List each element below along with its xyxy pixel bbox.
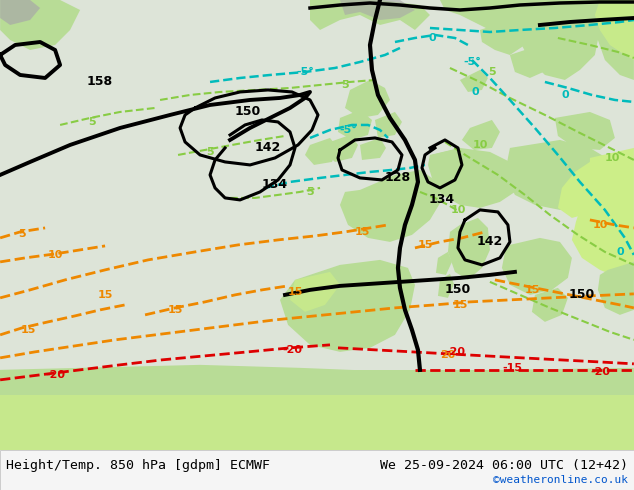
Text: Height/Temp. 850 hPa [gdpm] ECMWF: Height/Temp. 850 hPa [gdpm] ECMWF — [6, 460, 270, 472]
Polygon shape — [375, 112, 402, 138]
Polygon shape — [598, 262, 634, 315]
Text: 10: 10 — [450, 205, 465, 215]
Text: 10: 10 — [592, 220, 607, 230]
Polygon shape — [338, 110, 372, 140]
Polygon shape — [280, 260, 415, 352]
Text: 150: 150 — [235, 105, 261, 119]
Polygon shape — [0, 0, 80, 50]
Text: -20: -20 — [45, 370, 65, 380]
Polygon shape — [540, 0, 634, 25]
Text: 15: 15 — [417, 240, 432, 250]
Text: 5: 5 — [488, 67, 496, 77]
Polygon shape — [438, 274, 454, 298]
Text: 150: 150 — [569, 289, 595, 301]
Polygon shape — [460, 70, 488, 92]
Text: 5: 5 — [306, 187, 314, 197]
Text: We 25-09-2024 06:00 UTC (12+42): We 25-09-2024 06:00 UTC (12+42) — [380, 460, 628, 472]
Polygon shape — [502, 238, 572, 295]
Polygon shape — [0, 370, 634, 450]
Text: 128: 128 — [385, 172, 411, 184]
Text: 10: 10 — [48, 250, 63, 260]
Text: 15: 15 — [98, 290, 113, 300]
Polygon shape — [480, 20, 530, 55]
Text: 15: 15 — [20, 325, 36, 335]
Polygon shape — [0, 395, 634, 450]
Text: 158: 158 — [87, 75, 113, 89]
Text: 10: 10 — [604, 153, 619, 163]
Polygon shape — [345, 80, 390, 118]
Text: -20: -20 — [445, 347, 465, 357]
Text: 10: 10 — [472, 140, 488, 150]
Polygon shape — [532, 288, 568, 322]
Polygon shape — [428, 148, 520, 208]
Text: -20: -20 — [590, 367, 610, 377]
Polygon shape — [290, 272, 340, 312]
Text: -5°: -5° — [296, 67, 314, 77]
Text: 15: 15 — [287, 287, 302, 297]
Text: 15: 15 — [524, 285, 540, 295]
Polygon shape — [0, 0, 40, 25]
Polygon shape — [360, 138, 386, 160]
Text: 142: 142 — [477, 235, 503, 248]
Text: 142: 142 — [255, 142, 281, 154]
Text: 5: 5 — [88, 117, 96, 127]
Polygon shape — [310, 0, 430, 30]
Polygon shape — [595, 0, 634, 60]
Text: 0: 0 — [616, 247, 624, 257]
Text: 15: 15 — [452, 300, 468, 310]
Polygon shape — [498, 0, 600, 80]
Text: 0: 0 — [471, 87, 479, 97]
Polygon shape — [436, 252, 452, 275]
Text: 5: 5 — [18, 229, 26, 239]
Text: 5: 5 — [341, 80, 349, 90]
Text: 0: 0 — [561, 90, 569, 100]
Text: -5°: -5° — [339, 125, 357, 135]
Text: 134: 134 — [262, 178, 288, 192]
Text: 20: 20 — [440, 350, 456, 360]
Text: -15: -15 — [502, 363, 522, 373]
Polygon shape — [555, 112, 615, 150]
Text: 0: 0 — [428, 33, 436, 43]
Polygon shape — [440, 0, 550, 40]
Polygon shape — [510, 45, 555, 78]
Polygon shape — [448, 218, 490, 280]
Polygon shape — [305, 138, 338, 165]
Text: ©weatheronline.co.uk: ©weatheronline.co.uk — [493, 475, 628, 485]
Text: 5: 5 — [206, 147, 214, 157]
Polygon shape — [560, 0, 634, 80]
Polygon shape — [432, 148, 462, 168]
Polygon shape — [0, 365, 634, 395]
Polygon shape — [462, 120, 500, 150]
Polygon shape — [572, 210, 634, 280]
Text: -5°: -5° — [463, 57, 481, 67]
Polygon shape — [340, 170, 442, 242]
Text: 15: 15 — [354, 227, 370, 237]
Text: 15: 15 — [167, 305, 183, 315]
Polygon shape — [325, 135, 358, 162]
Polygon shape — [340, 0, 415, 20]
Text: 134: 134 — [429, 194, 455, 206]
Polygon shape — [558, 148, 634, 218]
Polygon shape — [505, 140, 618, 210]
Text: 150: 150 — [445, 283, 471, 296]
Text: -20: -20 — [282, 345, 302, 355]
